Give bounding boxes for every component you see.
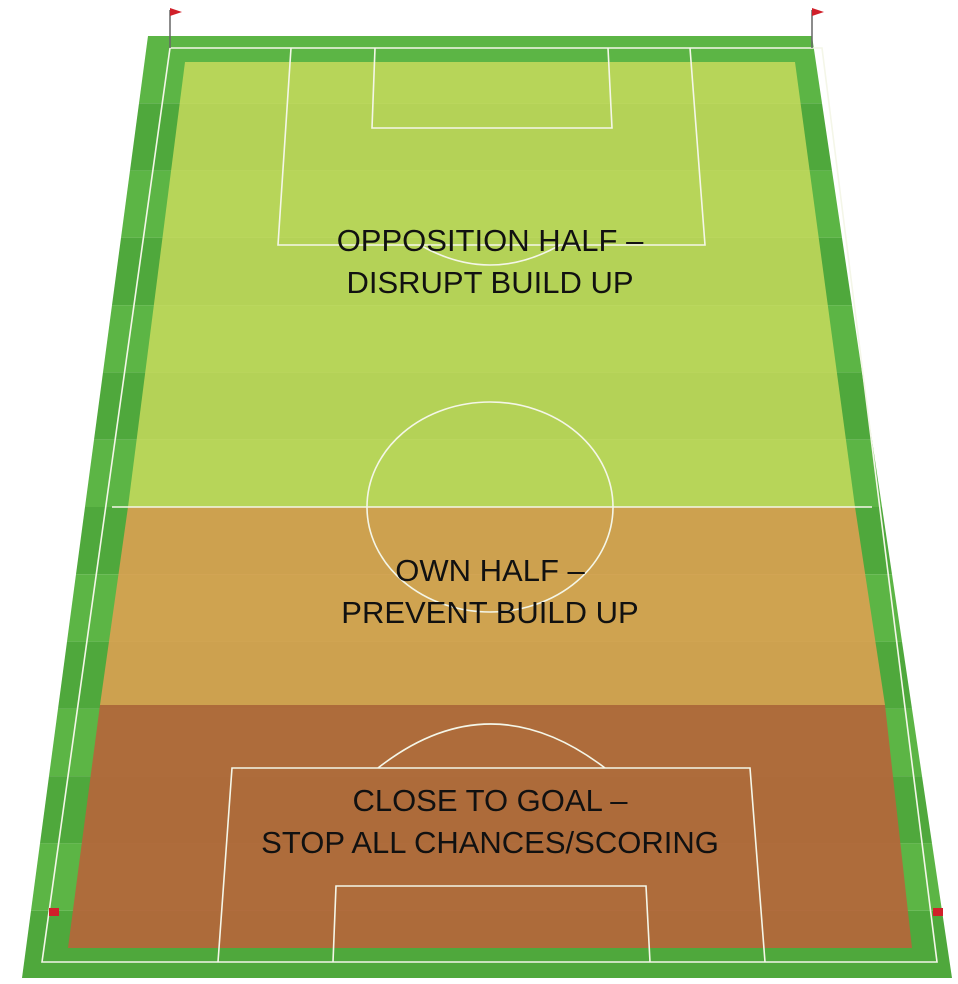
flag: [933, 908, 943, 916]
zone-label: OWN HALF –: [395, 553, 585, 588]
flag: [812, 8, 824, 16]
pitch-diagram: OPPOSITION HALF – DISRUPT BUILD UP OWN H…: [0, 0, 958, 984]
flag: [49, 908, 59, 916]
zone-label: DISRUPT BUILD UP: [346, 265, 633, 300]
zone-label: CLOSE TO GOAL –: [352, 783, 628, 818]
zone-label: PREVENT BUILD UP: [341, 595, 638, 630]
zone-label: STOP ALL CHANCES/SCORING: [261, 825, 719, 860]
flag: [170, 8, 182, 16]
zone-label: OPPOSITION HALF –: [337, 223, 644, 258]
